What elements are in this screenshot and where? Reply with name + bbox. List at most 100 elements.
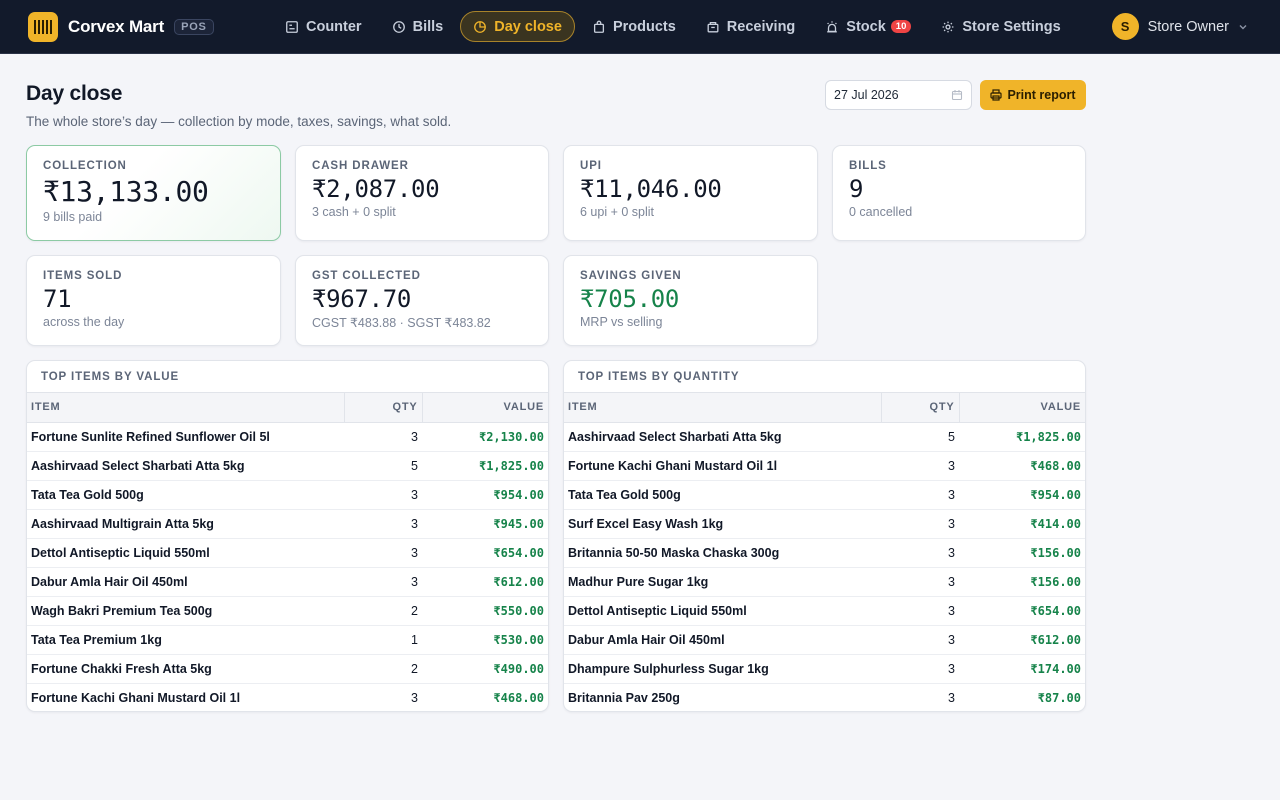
print-report-button[interactable]: Print report	[980, 80, 1086, 110]
col-item: ITEM	[27, 393, 344, 423]
nav-products[interactable]: Products	[579, 11, 689, 42]
table-row: Britannia 50-50 Maska Chaska 300g 3 ₹156.0…	[564, 538, 1085, 568]
nav-receiving[interactable]: Receiving	[693, 11, 809, 42]
items-sold-label: Items sold	[43, 270, 123, 282]
cell-qty: 2	[344, 654, 422, 684]
cell-item: Dabur Amla Hair Oil 450ml	[564, 625, 881, 655]
cell-value: ₹1,825.00	[422, 451, 548, 481]
cell-qty: 3	[881, 480, 959, 510]
stock-alert-badge: 10	[890, 20, 912, 33]
gst-sub: CGST ₹483.88 · SGST ₹483.82	[312, 316, 491, 330]
cell-item: Tata Tea Gold 500g	[564, 480, 881, 510]
gst-card: GST collected ₹967.70 CGST ₹483.88 · SGS…	[295, 255, 549, 346]
nav-bills-label: Bills	[412, 18, 444, 35]
cell-item: Tata Tea Premium 1kg	[27, 625, 344, 655]
cell-qty: 3	[881, 509, 959, 539]
date-picker[interactable]: 27 Jul 2026	[825, 80, 972, 110]
print-report-label: Print report	[1007, 88, 1076, 102]
table-row: Aashirvaad Multigrain Atta 5kg 3 ₹945.00	[27, 509, 548, 539]
top-bar: Corvex Mart POS Counter Bills Day close …	[0, 0, 1280, 54]
top-items-by-value: TOP ITEMS BY VALUE ITEM QTY VALUE Fortun…	[26, 360, 549, 712]
nav-receiving-label: Receiving	[726, 18, 796, 35]
bag-icon	[593, 20, 604, 33]
cell-qty: 3	[344, 538, 422, 568]
nav-store-settings[interactable]: Store Settings	[928, 11, 1073, 42]
savings-sub: MRP vs selling	[580, 315, 663, 329]
nav-stock-label: Stock	[846, 18, 886, 35]
cell-item: Dhampure Sulphurless Sugar 1kg	[564, 654, 881, 684]
table-row: Fortune Kachi Ghani Mustard Oil 1l 3 ₹468.…	[564, 451, 1085, 481]
col-qty: QTY	[880, 393, 959, 423]
collection-sub: 9 bills paid	[43, 210, 103, 224]
cell-qty: 3	[411, 690, 418, 705]
items-sold-value: 71	[43, 285, 72, 313]
cell-value: ₹954.00	[959, 480, 1085, 510]
user-menu[interactable]: S Store Owner	[1111, 13, 1248, 40]
upi-card: UPI ₹11,046.00 6 upi + 0 split	[563, 145, 818, 241]
brand[interactable]: Corvex Mart POS	[28, 11, 278, 42]
cell-item: Fortune Kachi Ghani Mustard Oil 1l	[31, 690, 241, 705]
calendar-icon	[951, 90, 963, 101]
cell-value: ₹530.00	[422, 625, 548, 655]
cell-qty: 3	[344, 509, 422, 539]
cell-value: ₹156.00	[959, 567, 1085, 597]
table-row: Wagh Bakri Premium Tea 500g 2 ₹550.00	[27, 596, 548, 626]
page-subtitle: The whole store’s day — collection by mo…	[26, 114, 452, 129]
cell-item: Fortune Kachi Ghani Mustard Oil 1l	[564, 451, 881, 481]
brand-name: Corvex Mart	[68, 16, 165, 36]
cell-qty: 3	[881, 538, 959, 568]
upi-value: ₹11,046.00	[580, 175, 722, 203]
date-value: 27 Jul 2026	[834, 88, 899, 102]
table-row: Dettol Antiseptic Liquid 550ml 3 ₹654.00	[27, 538, 548, 568]
table-row: Aashirvaad Select Sharbati Atta 5kg 5 ₹1,8…	[27, 451, 548, 481]
cell-value: ₹954.00	[422, 480, 548, 510]
table-row: Dabur Amla Hair Oil 450ml 3 ₹612.00	[564, 625, 1085, 655]
cell-item: Wagh Bakri Premium Tea 500g	[27, 596, 344, 626]
cell-value: ₹612.00	[959, 625, 1085, 655]
barcode-icon	[28, 11, 58, 42]
col-qty: QTY	[343, 393, 422, 423]
table-row: Tata Tea Gold 500g 3 ₹954.00	[27, 480, 548, 510]
cash-drawer-label: Cash drawer	[312, 160, 409, 172]
printer-icon	[990, 89, 1003, 101]
pie-icon	[474, 20, 487, 33]
bills-value: 9	[849, 175, 864, 203]
counter-icon	[286, 20, 298, 33]
table-row: Dhampure Sulphurless Sugar 1kg 3 ₹174.00	[564, 654, 1085, 684]
nav-store-settings-label: Store Settings	[962, 18, 1061, 35]
nav-bills[interactable]: Bills	[379, 11, 457, 42]
savings-card: Savings given ₹705.00 MRP vs selling	[563, 255, 818, 346]
gst-label: GST collected	[312, 270, 421, 282]
table-row: Fortune Sunlite Refined Sunflower Oil 5l…	[27, 422, 548, 452]
alarm-icon	[827, 20, 838, 32]
table-row: Tata Tea Premium 1kg 1 ₹530.00	[27, 625, 548, 655]
cell-qty: 3	[881, 451, 959, 481]
bills-card: Bills 9 0 cancelled	[832, 145, 1086, 241]
pos-badge: POS	[174, 18, 214, 35]
cell-item: Dettol Antiseptic Liquid 550ml	[564, 596, 881, 626]
top-by-qty-title: TOP ITEMS BY QUANTITY	[564, 361, 1085, 393]
cell-value: ₹654.00	[959, 596, 1085, 626]
items-sold-sub: across the day	[43, 315, 125, 329]
cell-value: ₹490.00	[422, 654, 548, 684]
cell-item: Dabur Amla Hair Oil 450ml	[27, 567, 344, 597]
nav-stock[interactable]: Stock 10	[812, 11, 924, 42]
table-row: Tata Tea Gold 500g 3 ₹954.00	[564, 480, 1085, 510]
cell-value: ₹550.00	[422, 596, 548, 626]
cell-qty: 5	[881, 422, 959, 452]
cell-value: ₹468.00	[493, 690, 544, 705]
nav-counter[interactable]: Counter	[272, 11, 375, 42]
table-row: Surf Excel Easy Wash 1kg 3 ₹414.00	[564, 509, 1085, 539]
table-row: Fortune Kachi Ghani Mustard Oil 1l 3 ₹468.…	[27, 683, 548, 711]
cell-value: ₹654.00	[422, 538, 548, 568]
nav-counter-label: Counter	[306, 18, 362, 35]
cell-value: ₹2,130.00	[422, 422, 548, 452]
cell-value: ₹414.00	[959, 509, 1085, 539]
cell-value: ₹945.00	[422, 509, 548, 539]
cell-item: Dettol Antiseptic Liquid 550ml	[27, 538, 344, 568]
savings-value: ₹705.00	[580, 285, 680, 313]
nav-day-close[interactable]: Day close	[460, 11, 575, 42]
cell-qty: 3	[344, 567, 422, 597]
cell-qty: 3	[344, 480, 422, 510]
collection-card: Collection ₹13,133.00 9 bills paid	[26, 145, 281, 241]
